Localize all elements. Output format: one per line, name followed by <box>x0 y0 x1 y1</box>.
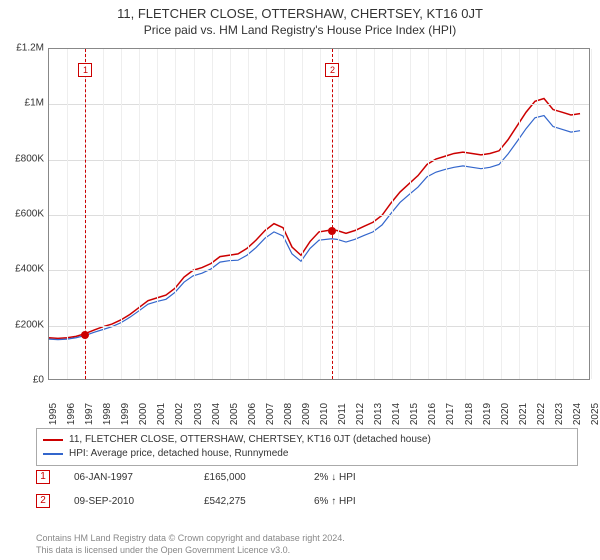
x-tick-label: 2025 <box>590 403 600 425</box>
sale-row-2: 2 09-SEP-2010 £542,275 6% ↑ HPI <box>36 494 578 508</box>
y-tick-label: £0 <box>33 375 44 386</box>
sale-marker-1: 1 <box>36 470 50 484</box>
x-tick-label: 2014 <box>391 403 402 425</box>
x-tick-label: 2018 <box>464 403 475 425</box>
x-tick-label: 1997 <box>84 403 95 425</box>
x-tick-label: 1999 <box>120 403 131 425</box>
x-tick-label: 2024 <box>572 403 583 425</box>
sale-price: £542,275 <box>204 496 314 507</box>
x-tick-label: 2016 <box>427 403 438 425</box>
plot-area: 12 <box>48 48 590 380</box>
x-tick-label: 2009 <box>301 403 312 425</box>
x-tick-label: 1998 <box>102 403 113 425</box>
x-tick-label: 2000 <box>138 403 149 425</box>
y-tick-label: £400K <box>15 264 44 275</box>
sale-date: 06-JAN-1997 <box>74 472 204 483</box>
legend: 11, FLETCHER CLOSE, OTTERSHAW, CHERTSEY,… <box>36 428 578 466</box>
sale-hpi-delta: 6% ↑ HPI <box>314 496 578 507</box>
y-tick-label: £1.2M <box>16 43 44 54</box>
title-block: 11, FLETCHER CLOSE, OTTERSHAW, CHERTSEY,… <box>0 0 600 37</box>
chart-container: 11, FLETCHER CLOSE, OTTERSHAW, CHERTSEY,… <box>0 0 600 560</box>
sale-price: £165,000 <box>204 472 314 483</box>
footer-line: Contains HM Land Registry data © Crown c… <box>36 532 578 544</box>
chart-subtitle: Price paid vs. HM Land Registry's House … <box>0 23 600 37</box>
x-tick-label: 1996 <box>66 403 77 425</box>
sale-marker-line <box>332 49 333 379</box>
chart-title: 11, FLETCHER CLOSE, OTTERSHAW, CHERTSEY,… <box>0 6 600 21</box>
sale-marker-line <box>85 49 86 379</box>
x-tick-label: 2013 <box>373 403 384 425</box>
x-tick-label: 2007 <box>265 403 276 425</box>
x-tick-label: 2004 <box>211 403 222 425</box>
x-tick-label: 2010 <box>319 403 330 425</box>
sale-marker-dot <box>81 331 89 339</box>
x-tick-label: 2017 <box>445 403 456 425</box>
line-plot <box>49 49 589 379</box>
y-tick-label: £1M <box>25 98 44 109</box>
legend-swatch <box>43 439 63 441</box>
x-tick-label: 2020 <box>500 403 511 425</box>
x-tick-label: 2023 <box>554 403 565 425</box>
sale-hpi-delta: 2% ↓ HPI <box>314 472 578 483</box>
y-tick-label: £800K <box>15 153 44 164</box>
x-tick-label: 2008 <box>283 403 294 425</box>
y-tick-label: £200K <box>15 319 44 330</box>
legend-item-hpi: HPI: Average price, detached house, Runn… <box>43 447 571 461</box>
x-tick-label: 1995 <box>48 403 59 425</box>
x-tick-label: 2019 <box>482 403 493 425</box>
sale-marker-2: 2 <box>36 494 50 508</box>
legend-label: 11, FLETCHER CLOSE, OTTERSHAW, CHERTSEY,… <box>69 433 431 447</box>
x-tick-label: 2005 <box>229 403 240 425</box>
x-tick-label: 2015 <box>409 403 420 425</box>
footer-line: This data is licensed under the Open Gov… <box>36 544 578 556</box>
x-tick-label: 2001 <box>156 403 167 425</box>
sale-row-1: 1 06-JAN-1997 £165,000 2% ↓ HPI <box>36 470 578 484</box>
x-axis: 1995 1996 1997 1998 1999 2000 2001 2002 2003 2004… <box>48 384 590 424</box>
x-tick-label: 2002 <box>174 403 185 425</box>
x-tick-label: 2012 <box>355 403 366 425</box>
x-tick-label: 2006 <box>247 403 258 425</box>
y-tick-label: £600K <box>15 209 44 220</box>
sale-marker-dot <box>328 227 336 235</box>
x-tick-label: 2003 <box>193 403 204 425</box>
sale-date: 09-SEP-2010 <box>74 496 204 507</box>
footer-attribution: Contains HM Land Registry data © Crown c… <box>36 532 578 556</box>
x-tick-label: 2011 <box>337 403 348 425</box>
legend-item-property: 11, FLETCHER CLOSE, OTTERSHAW, CHERTSEY,… <box>43 433 571 447</box>
legend-label: HPI: Average price, detached house, Runn… <box>69 447 288 461</box>
x-tick-label: 2021 <box>518 403 529 425</box>
sale-marker-badge: 2 <box>325 63 339 77</box>
legend-swatch <box>43 453 63 455</box>
sale-marker-badge: 1 <box>78 63 92 77</box>
x-tick-label: 2022 <box>536 403 547 425</box>
y-axis: £0£200K£400K£600K£800K£1M£1.2M <box>0 48 46 380</box>
